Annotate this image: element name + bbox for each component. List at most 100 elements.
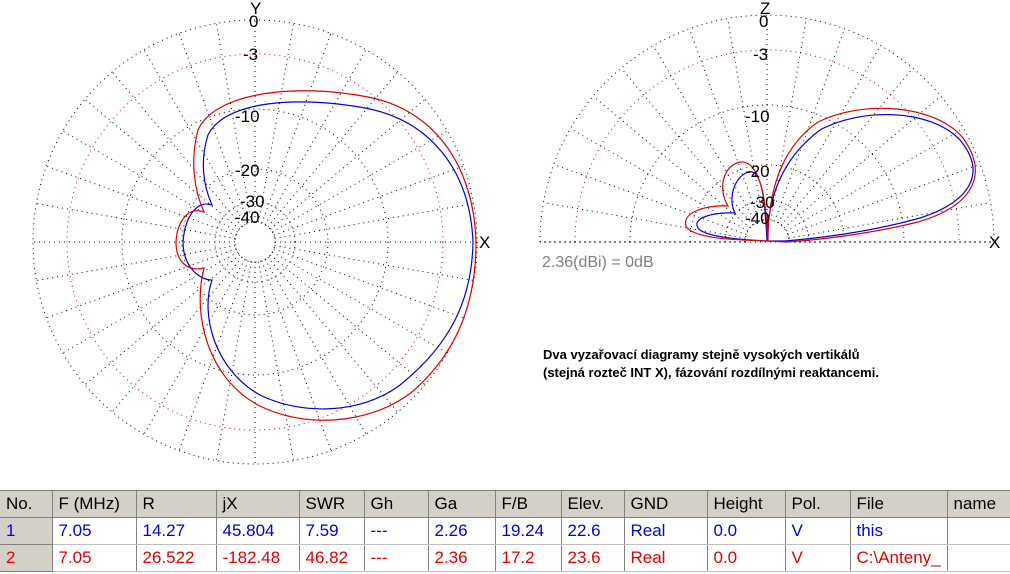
grid-spoke xyxy=(770,18,807,221)
grid-spoke xyxy=(36,244,236,282)
column-header[interactable]: Elev. xyxy=(561,490,625,518)
row-number[interactable]: 2 xyxy=(0,544,53,572)
table-cell[interactable]: Real xyxy=(624,517,708,545)
column-header[interactable]: File xyxy=(850,490,948,518)
row-number[interactable]: 1 xyxy=(0,517,53,545)
azimuth-ring-label-3: -3 xyxy=(243,45,258,64)
table-cell[interactable]: 26.522 xyxy=(136,544,217,572)
column-header[interactable]: SWR xyxy=(299,490,365,518)
elevation-axis-x-label: X xyxy=(989,233,1000,252)
table-cell[interactable]: 23.6 xyxy=(561,544,625,572)
gain-reference-text: 2.36(dBi) = 0dB xyxy=(542,254,654,271)
table-cell[interactable]: 7.05 xyxy=(52,517,137,545)
grid-spoke xyxy=(178,260,249,451)
grid-spoke xyxy=(273,165,464,236)
grid-spoke xyxy=(774,28,846,222)
note-line-1: Dva vyzařovací diagramy stejně vysokých … xyxy=(543,347,860,362)
table-cell[interactable] xyxy=(947,517,1010,545)
grid-spoke xyxy=(272,251,448,354)
grid-spoke xyxy=(36,202,236,240)
column-header[interactable]: name xyxy=(947,490,1010,518)
elevation-axis-z-label: Z xyxy=(760,0,770,18)
grid-spoke xyxy=(653,45,757,224)
grid-spoke xyxy=(269,254,426,386)
grid-spoke xyxy=(257,261,295,461)
grid-spoke xyxy=(788,202,991,239)
azimuth-grid xyxy=(32,19,478,465)
grid-spoke xyxy=(264,49,367,225)
column-header[interactable]: Gh xyxy=(364,490,429,518)
grid-spoke xyxy=(785,128,964,232)
elevation-grid xyxy=(539,14,995,243)
grid-spoke xyxy=(274,202,474,240)
azimuth-series-2 xyxy=(175,90,477,421)
grid-spoke xyxy=(553,163,747,235)
grid-spoke xyxy=(46,165,237,236)
grid-spoke xyxy=(257,23,295,223)
azimuth-ring-label-0: 0 xyxy=(249,12,258,31)
table-cell[interactable]: 0.0 xyxy=(707,544,786,572)
column-header[interactable]: F (MHz) xyxy=(52,490,137,518)
table-cell[interactable]: 7.59 xyxy=(299,517,365,545)
azimuth-plot: Y X 0 -3 -10 -20 -30 -40 xyxy=(32,0,490,465)
elevation-series-1 xyxy=(696,113,974,242)
azimuth-axis-y-label: Y xyxy=(250,0,261,18)
grid-spoke xyxy=(84,98,241,230)
column-header[interactable]: Ga xyxy=(428,490,496,518)
note-line-2: (stejná rozteč INT X), fázování rozdílný… xyxy=(543,365,879,380)
table-cell[interactable]: Real xyxy=(624,544,708,572)
grid-spoke xyxy=(178,33,249,224)
grid-spoke xyxy=(592,95,751,229)
table-cell[interactable] xyxy=(947,544,1010,572)
table-cell[interactable]: 22.6 xyxy=(561,517,625,545)
azimuth-axis-x-label: X xyxy=(479,233,490,252)
table-cell[interactable]: 17.2 xyxy=(495,544,562,572)
table-row[interactable]: 2 7.05 26.522 -182.48 46.82 --- 2.36 17.… xyxy=(0,544,1010,572)
table-cell[interactable]: 14.27 xyxy=(136,517,217,545)
grid-spoke xyxy=(787,163,981,235)
grid-spoke xyxy=(272,130,448,233)
table-header-row: No. F (MHz) R jX SWR Gh Ga F/B Elev. GND… xyxy=(0,490,1010,518)
grid-spoke xyxy=(543,202,746,239)
table-row[interactable]: 1 7.05 14.27 45.804 7.59 --- 2.26 19.24 … xyxy=(0,517,1010,545)
table-cell[interactable]: 45.804 xyxy=(216,517,300,545)
table-cell[interactable]: C:\Anteny_ xyxy=(850,544,948,572)
column-header[interactable]: Pol. xyxy=(785,490,851,518)
table-cell[interactable]: 2.36 xyxy=(428,544,496,572)
elevation-ring-label-10: -10 xyxy=(745,107,770,126)
table-cell[interactable]: 19.24 xyxy=(495,517,562,545)
column-header[interactable]: jX xyxy=(216,490,300,518)
azimuth-ring-label-10: -10 xyxy=(235,107,260,126)
column-header[interactable]: R xyxy=(136,490,217,518)
column-header[interactable]: GND xyxy=(624,490,708,518)
results-table: No. F (MHz) R jX SWR Gh Ga F/B Elev. GND… xyxy=(0,490,1010,572)
column-header[interactable]: F/B xyxy=(495,490,562,518)
table-cell[interactable]: V xyxy=(785,517,851,545)
grid-spoke xyxy=(570,128,749,232)
table-cell[interactable]: this xyxy=(850,517,948,545)
column-header[interactable]: No. xyxy=(0,490,53,518)
elevation-ring-label-20: -20 xyxy=(745,162,770,181)
table-cell[interactable]: --- xyxy=(364,544,429,572)
radiation-patterns-canvas: Y X 0 -3 -10 -20 -30 -40 Z X 0 -3 -10 -2… xyxy=(32,0,1000,465)
grid-spoke xyxy=(274,244,474,282)
table-cell[interactable]: 7.05 xyxy=(52,544,137,572)
table-cell[interactable]: --- xyxy=(364,517,429,545)
column-header[interactable]: Height xyxy=(707,490,786,518)
grid-spoke xyxy=(783,95,942,229)
table-cell[interactable]: 0.0 xyxy=(707,517,786,545)
grid-spoke xyxy=(727,18,764,221)
table-cell[interactable]: 46.82 xyxy=(299,544,365,572)
azimuth-ring-label-40: -40 xyxy=(235,208,260,227)
table-cell[interactable]: V xyxy=(785,544,851,572)
elevation-ring-label-40: -40 xyxy=(745,209,770,228)
grid-spoke xyxy=(267,256,399,413)
elevation-ring-label-30: -30 xyxy=(750,193,775,212)
azimuth-series-1 xyxy=(182,101,474,410)
grid-spoke xyxy=(215,23,253,223)
table-cell[interactable]: 2.26 xyxy=(428,517,496,545)
table-cell[interactable]: -182.48 xyxy=(216,544,300,572)
grid-spoke xyxy=(62,251,238,354)
azimuth-ring-label-30: -30 xyxy=(240,192,265,211)
description-note: Dva vyzařovací diagramy stejně vysokých … xyxy=(543,346,879,382)
